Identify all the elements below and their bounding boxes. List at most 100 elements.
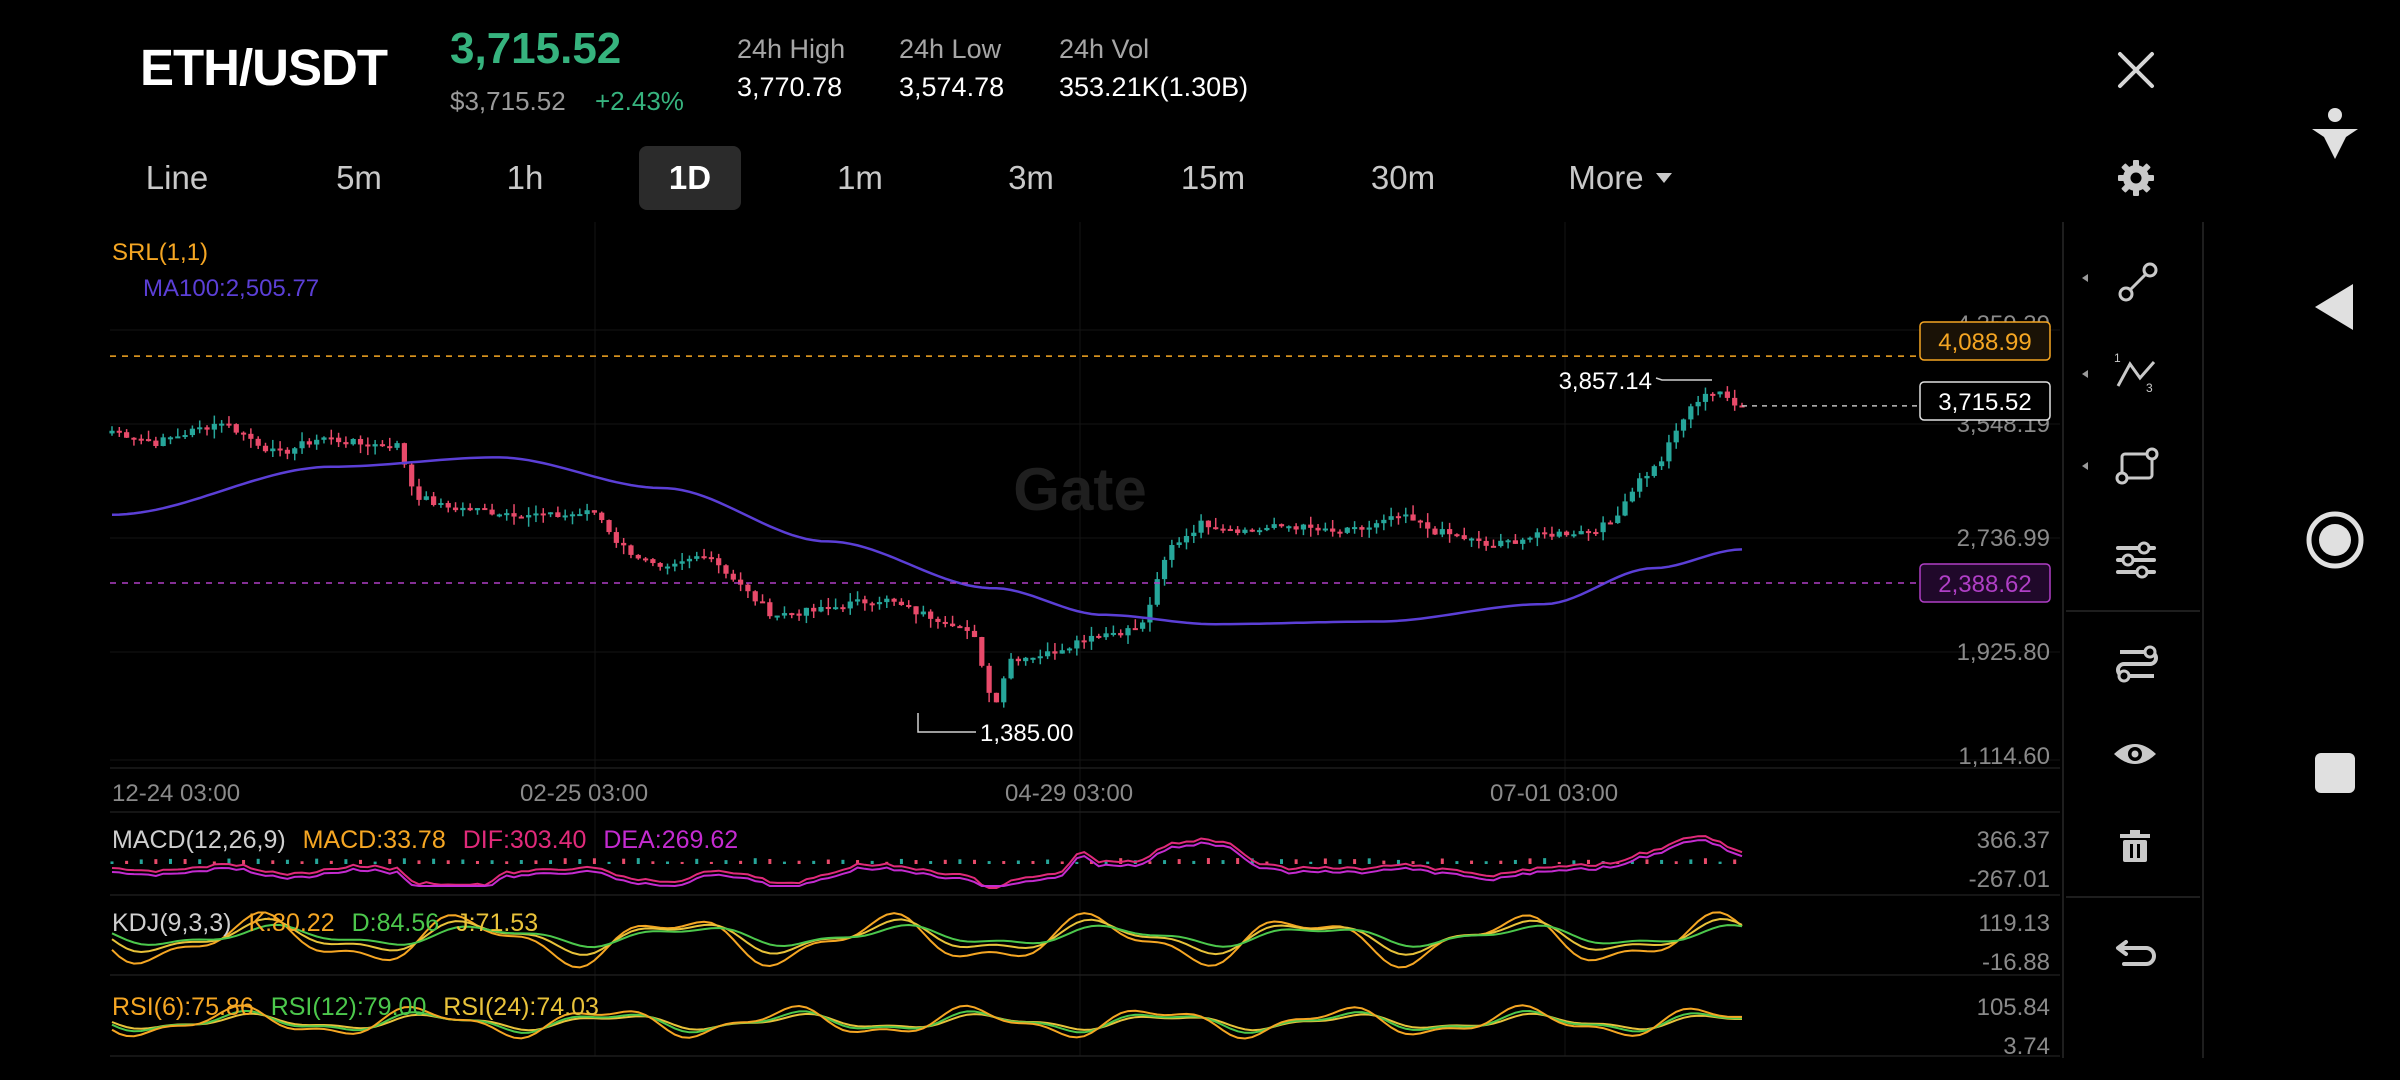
candle-body xyxy=(789,613,795,616)
stat-vol-value: 353.21K(1.30B) xyxy=(1059,72,1249,102)
current-price-tag xyxy=(1919,381,2051,421)
x-tick-4: 07-01 03:00 xyxy=(1490,780,1618,807)
rectangle-tool[interactable] xyxy=(2070,434,2200,498)
candle-body xyxy=(942,621,948,624)
candle-body xyxy=(979,637,985,666)
candle-body xyxy=(1118,632,1124,636)
kdj-k-value: K:80.22 xyxy=(248,909,334,937)
chart-settings-button[interactable] xyxy=(2110,152,2162,204)
candle-body xyxy=(248,433,254,439)
candle-body xyxy=(1585,531,1592,534)
home-button[interactable] xyxy=(2300,505,2370,575)
candle-body xyxy=(628,545,634,555)
macd-bar xyxy=(154,859,158,864)
candle-body xyxy=(262,445,269,452)
macd-bar xyxy=(1031,860,1035,864)
tab-15m[interactable]: 15m xyxy=(1180,159,1246,196)
candlestick-chart[interactable]: Gate 3,857.14 1,385.00 SRL(1,1) MA100:2,… xyxy=(0,220,2064,1060)
candle-body xyxy=(1505,540,1511,543)
candle-body xyxy=(679,561,685,564)
visibility-toggle[interactable] xyxy=(2070,722,2200,786)
macd-dif-line xyxy=(111,835,1743,889)
macd-histogram xyxy=(110,858,1737,864)
tab-5m[interactable]: 5m xyxy=(336,159,382,196)
candle-body xyxy=(1030,657,1036,660)
fib-icon: 1 3 xyxy=(2082,351,2156,395)
macd-bar xyxy=(1177,859,1181,864)
macd-bar xyxy=(1396,859,1400,864)
macd-bar xyxy=(1426,861,1430,864)
macd-bottom: -267.01 xyxy=(1969,866,2050,893)
back-button[interactable] xyxy=(2300,272,2370,342)
candle-body xyxy=(1432,528,1438,535)
candle-body xyxy=(533,513,539,516)
macd-bar xyxy=(899,858,903,864)
candle-body xyxy=(1322,528,1328,531)
candle-body xyxy=(1169,545,1175,560)
macd-bar xyxy=(1660,859,1664,864)
candle-body xyxy=(394,443,400,448)
svg-text:1: 1 xyxy=(2114,351,2121,365)
candle-body xyxy=(650,559,656,564)
home-icon xyxy=(2306,511,2364,569)
rsi-top: 105.84 xyxy=(1977,994,2050,1021)
tab-1d[interactable]: 1D xyxy=(639,146,741,210)
candle-body xyxy=(1037,656,1043,659)
delete-drawings-button[interactable] xyxy=(2070,814,2200,878)
candle-body xyxy=(496,514,502,517)
candle-body xyxy=(1556,531,1562,537)
candle-body xyxy=(1710,393,1716,396)
fib-tool[interactable]: 1 3 xyxy=(2070,342,2200,406)
candle-body xyxy=(993,692,1000,703)
candle-body xyxy=(1140,622,1146,629)
candle-body xyxy=(328,437,334,440)
candle-body xyxy=(1088,635,1095,642)
tab-1h[interactable]: 1h xyxy=(506,159,544,196)
macd-bar xyxy=(461,859,465,864)
accessibility-button[interactable] xyxy=(2300,100,2370,170)
indicator-settings-tool[interactable] xyxy=(2070,528,2200,592)
candle-body xyxy=(1293,526,1299,530)
trend-line-tool[interactable] xyxy=(2070,250,2200,314)
candle-body xyxy=(920,611,926,615)
macd-bar xyxy=(183,859,187,864)
macd-bar xyxy=(242,859,246,864)
candle-body xyxy=(1235,529,1241,533)
tab-line[interactable]: Line xyxy=(145,159,209,196)
close-button[interactable] xyxy=(2106,40,2166,100)
x-tick-1: 12-24 03:00 xyxy=(112,780,240,807)
macd-bar xyxy=(373,861,377,864)
candle-body xyxy=(723,565,729,574)
tab-3m[interactable]: 3m xyxy=(1008,159,1054,196)
tab-30m[interactable]: 30m xyxy=(1370,159,1436,196)
candle-body xyxy=(1191,532,1197,537)
macd-bar xyxy=(695,858,699,864)
candle-body xyxy=(1520,539,1526,544)
tab-1m[interactable]: 1m xyxy=(837,159,883,196)
candle-body xyxy=(1593,532,1599,535)
macd-bar xyxy=(1411,861,1415,864)
candle-body xyxy=(1308,524,1314,528)
undo-button[interactable] xyxy=(2070,920,2200,984)
macd-bar xyxy=(1280,859,1284,864)
macd-bar xyxy=(1163,860,1167,864)
candle-body xyxy=(504,513,510,516)
candle-body xyxy=(401,443,407,465)
macd-bar xyxy=(709,861,713,864)
macd-bar xyxy=(1543,858,1547,864)
candle-body xyxy=(745,584,751,592)
srl-lower-tag xyxy=(1919,563,2051,603)
compare-tool[interactable] xyxy=(2070,630,2200,694)
candle-body xyxy=(1161,559,1168,580)
macd-bar xyxy=(1718,861,1722,864)
candle-body xyxy=(803,607,809,616)
candle-body xyxy=(1571,534,1577,537)
macd-bar xyxy=(519,860,523,864)
recents-icon xyxy=(2315,753,2355,793)
candle-body xyxy=(1176,542,1182,546)
recents-button[interactable] xyxy=(2300,738,2370,808)
macd-bar xyxy=(929,861,933,864)
macd-dea-line xyxy=(111,839,1743,888)
more-dropdown[interactable]: More xyxy=(1550,146,1690,210)
candle-body xyxy=(738,579,744,585)
